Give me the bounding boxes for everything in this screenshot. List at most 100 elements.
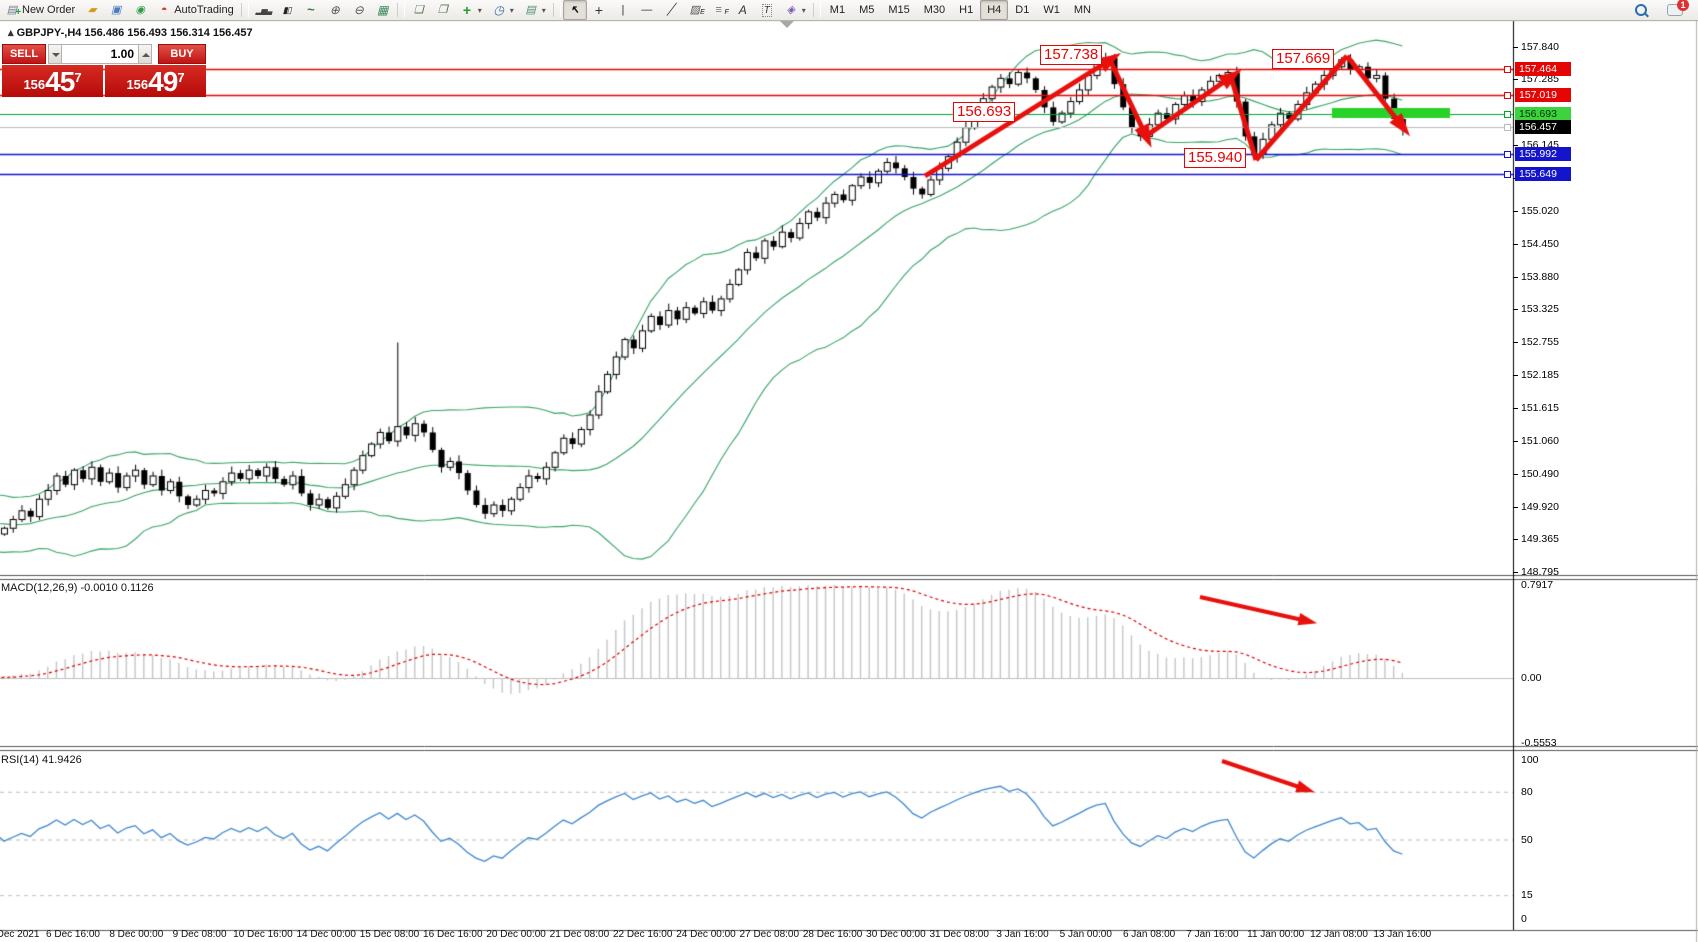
chart-symbol-title: GBPJPY-,H4 156.486 156.493 156.314 156.4… [8, 26, 253, 39]
search-button[interactable] [1630, 0, 1652, 20]
x-axis-date-label: 5 Jan 00:00 [1059, 929, 1112, 940]
hline-marker[interactable] [1504, 91, 1511, 99]
text-label-tool-button[interactable] [755, 0, 779, 20]
chart-annotation-label[interactable]: 157.669 [1272, 49, 1335, 69]
chart-annotation-label[interactable]: 157.738 [1040, 45, 1103, 65]
lot-decrease-button[interactable] [48, 44, 62, 64]
lot-size-input[interactable] [62, 44, 138, 64]
toolbar-separator [396, 3, 405, 17]
zoom-out-button[interactable] [347, 0, 371, 20]
arrows-tool-button[interactable] [779, 0, 811, 20]
sell-price-big: 45 [45, 66, 75, 97]
x-axis-date-label: 30 Dec 00:00 [866, 929, 926, 940]
lot-increase-button[interactable] [138, 44, 152, 64]
x-axis-date-label: 11 Jan 00:00 [1247, 929, 1305, 940]
buy-button[interactable]: BUY [158, 44, 206, 64]
search-icon [1635, 4, 1647, 16]
text-label-icon [760, 3, 774, 17]
timeframe-h1[interactable]: H1 [959, 4, 974, 16]
timeframe-m15[interactable]: M15 [888, 4, 910, 16]
timeframe-m1[interactable]: M1 [829, 4, 846, 16]
text-tool-button[interactable] [731, 0, 755, 20]
buy-price-pip: 7 [177, 70, 185, 85]
cascade-button[interactable] [431, 0, 455, 20]
macd-label: MACD(12,26,9) -0.0010 0.1126 [1, 582, 154, 594]
rsi-label: RSI(14) 41.9426 [1, 754, 82, 766]
auto-arrange-button[interactable] [407, 0, 431, 20]
sell-price[interactable]: 156 45 7 [2, 65, 103, 97]
market-depth-button[interactable] [80, 0, 104, 20]
line-chart-button[interactable] [299, 0, 323, 20]
signals-button[interactable] [128, 0, 152, 20]
buy-price[interactable]: 156 49 7 [105, 65, 206, 97]
trendline-tool-button[interactable] [659, 0, 683, 20]
fibonacci-tool-button[interactable] [707, 0, 731, 20]
price-badge: 156.457 [1515, 120, 1571, 135]
timeframe-d1[interactable]: D1 [1015, 4, 1030, 16]
autotrading-button[interactable]: AutoTrading [152, 0, 239, 20]
x-axis-date-label: Dec 2021 [0, 929, 40, 940]
macd-scale-label: 0.00 [1521, 672, 1542, 684]
timeframe-w1[interactable]: W1 [1043, 4, 1060, 16]
price-tick: 154.450 [1513, 238, 1591, 250]
order-group: New Order AutoTrading [0, 0, 239, 20]
periods-button[interactable] [487, 0, 519, 20]
macd-scale-label: -0.5553 [1521, 737, 1557, 750]
price-badge: 157.464 [1515, 61, 1571, 76]
sell-button[interactable]: SELL [2, 44, 46, 64]
hline-marker[interactable] [1504, 65, 1511, 73]
timeframe-m5[interactable]: M5 [859, 4, 875, 16]
templates-button[interactable] [519, 0, 551, 20]
price-badge: 155.992 [1515, 147, 1571, 162]
toolbar-separator [240, 3, 249, 17]
chart-shift-icon [436, 3, 450, 17]
timeframe-h4[interactable]: H4 [980, 0, 1009, 20]
x-axis-date-label: 27 Dec 08:00 [739, 929, 800, 940]
hline-marker[interactable] [1504, 171, 1511, 179]
timeframes-group: M1 M5 M15 M30 H1 H4 D1 W1 MN [823, 0, 1098, 20]
sell-price-pip: 7 [74, 70, 82, 85]
zoom-in-button[interactable] [323, 0, 347, 20]
toolbar-separator [812, 3, 821, 17]
indicators-button[interactable] [455, 0, 487, 20]
candlestick-chart-button[interactable] [275, 0, 299, 20]
price-tick: 153.325 [1513, 303, 1591, 315]
price-tick: 152.185 [1513, 369, 1591, 381]
notifications-button[interactable]: 1 [1662, 0, 1689, 20]
bar-chart-button[interactable] [251, 0, 275, 20]
x-axis-date-label: 20 Dec 00:00 [486, 929, 546, 940]
x-axis-date-label: 13 Jan 16:00 [1373, 929, 1432, 940]
spin-down-icon [52, 53, 60, 57]
crosshair-tool-button[interactable] [587, 0, 611, 20]
chart-annotation-label[interactable]: 156.693 [953, 102, 1016, 122]
hline-marker[interactable] [1504, 124, 1511, 132]
terminal-button[interactable] [104, 0, 128, 20]
tile-windows-button[interactable] [371, 0, 395, 20]
toolbar-right-group: 1 [1630, 0, 1698, 20]
hline-marker[interactable] [1504, 151, 1511, 159]
x-axis-date-label: 24 Dec 00:00 [676, 929, 736, 940]
price-tick: 157.840 [1513, 41, 1591, 53]
sell-price-prefix: 156 [23, 77, 46, 92]
profiles-group [407, 0, 551, 20]
chart-annotation-label[interactable]: 155.940 [1184, 148, 1247, 168]
horizontal-line-icon [640, 3, 654, 17]
terminal-icon [109, 3, 123, 17]
horizontal-line-tool-button[interactable] [635, 0, 659, 20]
timeframe-mn[interactable]: MN [1073, 4, 1091, 16]
price-tick: 149.920 [1513, 501, 1591, 513]
dock-arrow-icon[interactable] [780, 21, 794, 28]
price-badge: 155.649 [1515, 167, 1571, 182]
timeframe-m30[interactable]: M30 [923, 4, 946, 16]
cursor-icon [568, 3, 582, 17]
hline-marker[interactable] [1504, 110, 1511, 118]
x-axis-date-label: 22 Dec 16:00 [612, 929, 673, 940]
vertical-line-tool-button[interactable] [611, 0, 635, 20]
candlestick-icon [280, 3, 294, 17]
channel-tool-button[interactable] [683, 0, 707, 20]
rsi-scale-label: 50 [1521, 833, 1533, 846]
drawing-tools-group [562, 0, 811, 20]
new-order-button[interactable]: New Order [0, 0, 80, 20]
cursor-tool-button[interactable] [562, 0, 587, 20]
